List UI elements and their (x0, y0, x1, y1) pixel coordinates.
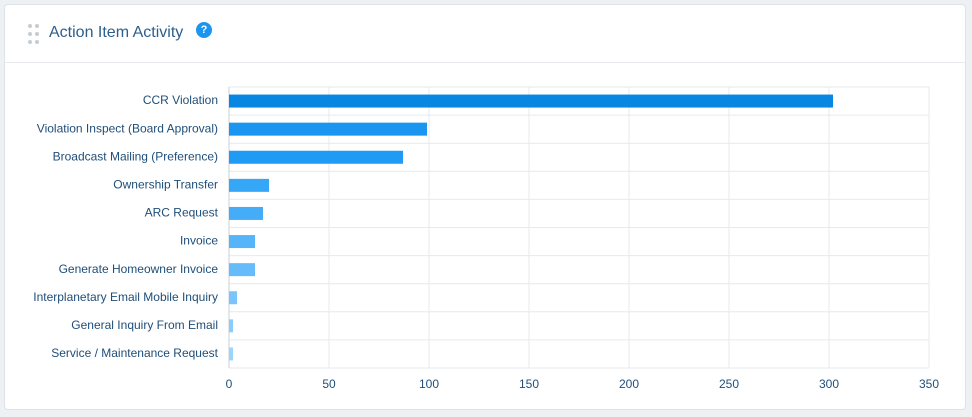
y-tick-label: Violation Inspect (Board Approval) (37, 121, 218, 135)
bar (229, 319, 233, 333)
bar (229, 347, 233, 361)
x-tick-label: 300 (819, 377, 839, 391)
y-tick-label: CCR Violation (143, 93, 218, 107)
bar (229, 291, 237, 305)
card: Action Item Activity ? (4, 4, 966, 410)
card-header: Action Item Activity ? (5, 5, 965, 63)
help-icon[interactable]: ? (196, 22, 212, 38)
x-tick-label: 0 (226, 377, 233, 391)
y-tick-label: General Inquiry From Email (71, 318, 218, 332)
bar (229, 94, 833, 108)
y-tick-label: Interplanetary Email Mobile Inquiry (33, 290, 218, 304)
y-tick-label: Broadcast Mailing (Preference) (53, 149, 218, 163)
bar (229, 263, 255, 277)
x-tick-label: 50 (322, 377, 336, 391)
y-tick-label: ARC Request (145, 206, 219, 220)
x-tick-label: 150 (519, 377, 539, 391)
card-title: Action Item Activity (49, 24, 184, 41)
x-tick-label: 200 (619, 377, 639, 391)
drag-handle[interactable] (27, 23, 41, 45)
bar (229, 206, 263, 220)
y-tick-label: Generate Homeowner Invoice (59, 262, 219, 276)
bar (229, 122, 427, 136)
y-tick-label: Ownership Transfer (113, 178, 218, 192)
y-tick-label: Invoice (180, 234, 218, 248)
x-tick-label: 350 (919, 377, 939, 391)
x-tick-label: 100 (419, 377, 439, 391)
y-tick-label: Service / Maintenance Request (51, 346, 218, 360)
x-tick-label: 250 (719, 377, 739, 391)
bar (229, 235, 255, 249)
bar (229, 178, 269, 192)
bar (229, 150, 403, 164)
